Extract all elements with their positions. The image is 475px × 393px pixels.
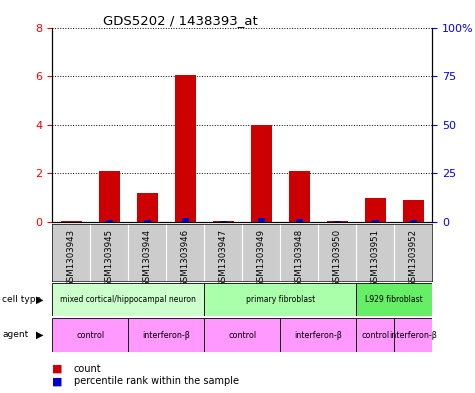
Bar — [137, 193, 158, 222]
Text: GSM1303947: GSM1303947 — [219, 229, 228, 287]
Text: ▶: ▶ — [36, 295, 43, 305]
Bar — [213, 221, 234, 222]
Bar — [410, 220, 417, 222]
Text: cell type: cell type — [2, 296, 41, 304]
Text: GSM1303948: GSM1303948 — [295, 229, 304, 287]
Text: interferon-β: interferon-β — [294, 331, 342, 340]
Bar — [258, 218, 265, 222]
Bar — [106, 220, 113, 222]
Bar — [144, 220, 151, 222]
Text: GSM1303945: GSM1303945 — [105, 229, 114, 287]
Bar — [61, 221, 82, 222]
Text: GSM1303950: GSM1303950 — [333, 229, 342, 287]
Text: L929 fibroblast: L929 fibroblast — [365, 295, 423, 304]
Text: GSM1303946: GSM1303946 — [181, 229, 190, 287]
Bar — [128, 318, 204, 352]
Bar — [296, 219, 303, 222]
Bar — [280, 318, 356, 352]
Text: agent: agent — [2, 331, 28, 339]
Text: GSM1303944: GSM1303944 — [143, 229, 152, 287]
Text: GSM1303951: GSM1303951 — [371, 229, 380, 287]
Text: GSM1303949: GSM1303949 — [257, 229, 266, 286]
Text: control: control — [76, 331, 104, 340]
Text: GSM1303943: GSM1303943 — [67, 229, 76, 287]
Bar — [52, 318, 128, 352]
Text: interferon-β: interferon-β — [142, 331, 190, 340]
Bar — [175, 75, 196, 222]
Text: primary fibroblast: primary fibroblast — [246, 295, 315, 304]
Text: mixed cortical/hippocampal neuron: mixed cortical/hippocampal neuron — [60, 295, 196, 304]
Text: percentile rank within the sample: percentile rank within the sample — [74, 376, 238, 386]
Bar — [204, 318, 280, 352]
Text: GDS5202 / 1438393_at: GDS5202 / 1438393_at — [103, 14, 258, 27]
Bar — [220, 221, 227, 222]
Bar — [327, 221, 348, 222]
Text: control: control — [228, 331, 256, 340]
Text: ■: ■ — [52, 364, 63, 374]
Bar — [99, 171, 120, 222]
Text: interferon-β: interferon-β — [390, 331, 437, 340]
Bar — [365, 198, 386, 222]
Bar — [251, 125, 272, 222]
Bar — [356, 283, 432, 316]
Bar — [52, 283, 204, 316]
Bar — [372, 220, 379, 222]
Text: count: count — [74, 364, 101, 374]
Bar — [334, 221, 341, 222]
Bar — [204, 283, 356, 316]
Bar — [403, 200, 424, 222]
Bar — [289, 171, 310, 222]
Text: ▶: ▶ — [36, 330, 43, 340]
Bar — [394, 318, 432, 352]
Bar — [182, 218, 189, 222]
Text: control: control — [361, 331, 390, 340]
Text: ■: ■ — [52, 376, 63, 386]
Text: GSM1303952: GSM1303952 — [409, 229, 418, 287]
Bar — [356, 318, 394, 352]
